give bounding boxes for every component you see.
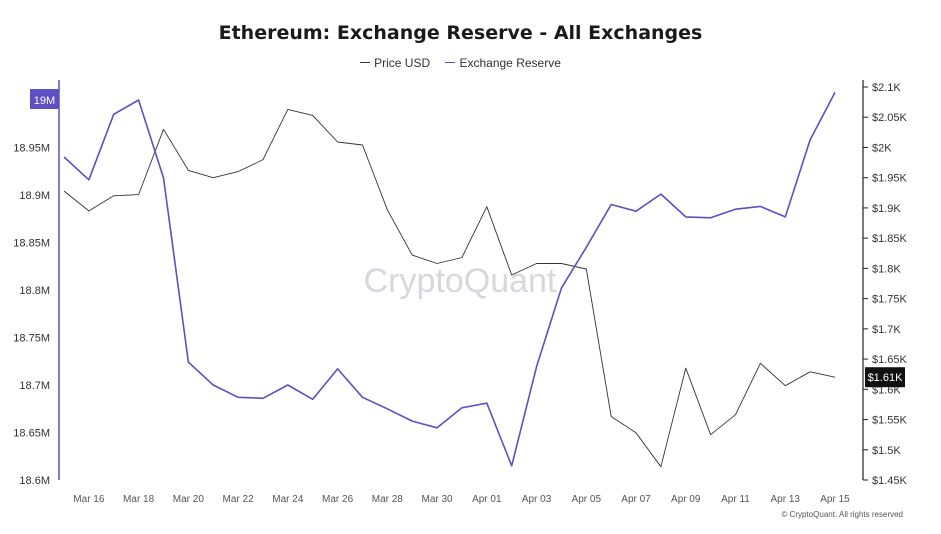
y-right-current-label: $1.61K <box>868 372 904 384</box>
y-right-tick-label: $1.7K <box>872 324 901 336</box>
y-right-tick-label: $1.6K <box>872 384 901 396</box>
x-tick-label: Apr 11 <box>721 494 750 505</box>
y-left-tick-label: 18.6M <box>19 475 50 487</box>
legend-swatch-reserve <box>445 62 456 63</box>
x-tick-label: Apr 15 <box>820 494 850 505</box>
y-right-tick-label: $2.1K <box>872 82 901 94</box>
y-right-tick-label: $1.75K <box>872 294 908 306</box>
y-left-current-label: 19M <box>34 95 55 107</box>
x-tick-label: Mar 24 <box>272 494 304 505</box>
y-left-tick-label: 18.65M <box>13 428 50 440</box>
price-usd-line <box>63 108 836 468</box>
legend-item-price[interactable]: Price USD <box>360 56 430 70</box>
x-tick-label: Mar 16 <box>73 494 105 505</box>
y-right-tick-label: $1.85K <box>872 233 908 245</box>
legend-swatch-price <box>360 62 371 63</box>
x-tick-label: Mar 22 <box>223 494 255 505</box>
y-right-tick-label: $2K <box>872 142 892 154</box>
watermark: CryptoQuant <box>364 262 557 300</box>
x-tick-label: Mar 30 <box>422 494 454 505</box>
y-left-tick-label: 18.75M <box>13 333 50 345</box>
x-tick-label: Apr 01 <box>472 494 502 505</box>
legend-label-price: Price USD <box>374 55 431 70</box>
x-tick-label: Mar 26 <box>322 494 354 505</box>
y-right-tick-label: $1.55K <box>872 415 908 427</box>
y-left-tick-label: 18.8M <box>19 285 50 297</box>
y-right-current-badge <box>865 367 905 388</box>
y-right-tick-label: $1.45K <box>872 475 908 487</box>
exchange-reserve-line <box>63 92 836 467</box>
y-left-tick-label: 18.85M <box>13 238 50 250</box>
x-tick-label: Mar 28 <box>372 494 404 505</box>
y-left-tick-label: 18.7M <box>19 380 50 392</box>
y-left-tick-label: 18.9M <box>19 190 50 202</box>
y-left-current-badge <box>30 89 59 109</box>
legend-item-reserve[interactable]: Exchange Reserve <box>445 55 561 70</box>
y-right-tick-label: $1.8K <box>872 263 901 275</box>
x-tick-label: Apr 05 <box>572 494 602 505</box>
copyright-footer: © CryptoQuant. All rights reserved <box>781 510 904 519</box>
x-tick-label: Apr 09 <box>671 494 701 505</box>
y-left-tick-label: 18.95M <box>13 143 50 155</box>
legend-label-reserve: Exchange Reserve <box>459 55 561 70</box>
x-tick-label: Mar 18 <box>123 494 155 505</box>
y-right-tick-label: $2.05K <box>872 112 908 124</box>
x-tick-label: Apr 07 <box>621 494 651 505</box>
y-right-tick-label: $1.9K <box>872 203 901 215</box>
y-right-tick-label: $1.65K <box>872 354 908 366</box>
chart-title: Ethereum: Exchange Reserve - All Exchang… <box>218 22 703 44</box>
x-tick-label: Mar 20 <box>173 494 205 505</box>
legend: Price USD Exchange Reserve <box>0 52 921 70</box>
x-tick-label: Apr 13 <box>771 494 801 505</box>
y-right-tick-label: $1.95K <box>872 173 908 185</box>
x-tick-label: Apr 03 <box>522 494 552 505</box>
y-right-tick-label: $1.5K <box>872 445 901 457</box>
